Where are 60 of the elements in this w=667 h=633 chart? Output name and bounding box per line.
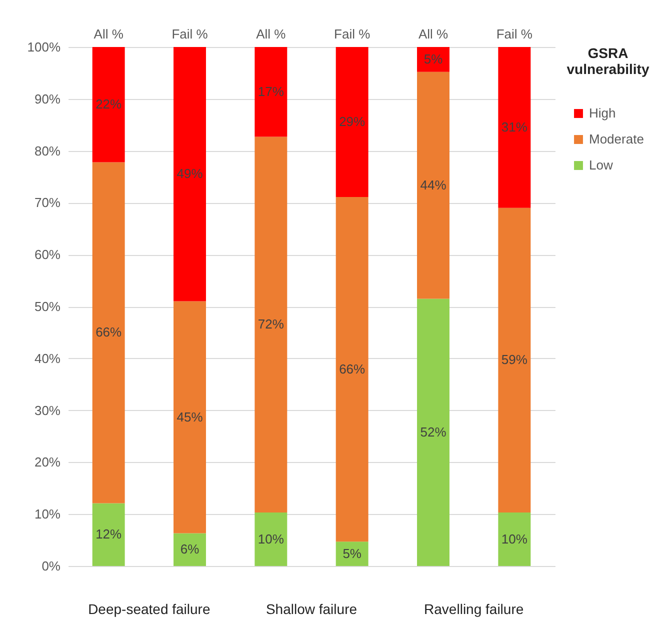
x-tick-label: All % [256, 26, 286, 42]
bar [92, 47, 125, 162]
bar [174, 301, 206, 534]
data-label: 49% [176, 166, 204, 182]
y-tick-label: 20% [34, 454, 61, 470]
legend-label: Low [589, 158, 614, 172]
data-label: 44% [420, 177, 447, 192]
data-label: 31% [501, 119, 528, 134]
bar [174, 533, 206, 566]
y-tick-label: 30% [34, 402, 61, 418]
y-tick-label: 40% [34, 350, 61, 366]
data-label: 52% [420, 424, 447, 440]
text: Shallow failure [266, 601, 358, 617]
text: Ravelling failure [424, 601, 524, 617]
bar [336, 47, 368, 197]
legend-label: Moderate [589, 132, 644, 146]
data-label: 22% [96, 96, 122, 112]
y-tick-label: 90% [34, 91, 61, 106]
bar [417, 72, 450, 299]
y-tick-label: 80% [34, 143, 61, 158]
data-label: 72% [258, 316, 284, 332]
bar [254, 512, 288, 566]
bar [498, 47, 531, 208]
data-label: 66% [339, 361, 366, 376]
data-label: 5% [424, 51, 444, 66]
y-tick-label: 10% [34, 506, 61, 522]
text: Deep-seated failure [88, 601, 210, 617]
bar [336, 542, 368, 566]
bar [92, 162, 125, 504]
x-tick-label: Fail % [334, 26, 371, 42]
x-tick-label: All % [418, 26, 448, 42]
data-label: 5% [342, 546, 362, 561]
bar [336, 196, 368, 542]
data-label: 45% [176, 409, 204, 424]
data-label: 29% [339, 114, 366, 129]
data-label: 59% [501, 352, 528, 368]
x-tick-label: Fail % [496, 26, 533, 42]
legend-label: High [589, 106, 616, 120]
x-tick-label: All % [94, 26, 124, 42]
bar [254, 47, 288, 137]
y-tick-label: 70% [34, 195, 61, 210]
bar [417, 298, 450, 566]
legend-title: GSRA vulnerability [566, 45, 650, 77]
data-label: 12% [96, 526, 122, 542]
data-label: 17% [258, 84, 284, 99]
y-tick-label: 50% [34, 299, 61, 314]
bar [174, 47, 206, 302]
y-tick-label: 0% [42, 558, 61, 574]
x-tick-label: Fail % [172, 26, 208, 42]
data-label: 6% [180, 542, 200, 557]
bar [498, 208, 531, 513]
data-label: 66% [96, 324, 122, 340]
bar [254, 136, 288, 513]
bar [92, 503, 125, 566]
bar [417, 47, 450, 72]
data-label: 10% [258, 531, 284, 546]
y-tick-label: 60% [34, 247, 61, 262]
data-label: 10% [501, 531, 528, 546]
y-tick-label: 100% [27, 40, 61, 54]
bar [498, 512, 531, 566]
